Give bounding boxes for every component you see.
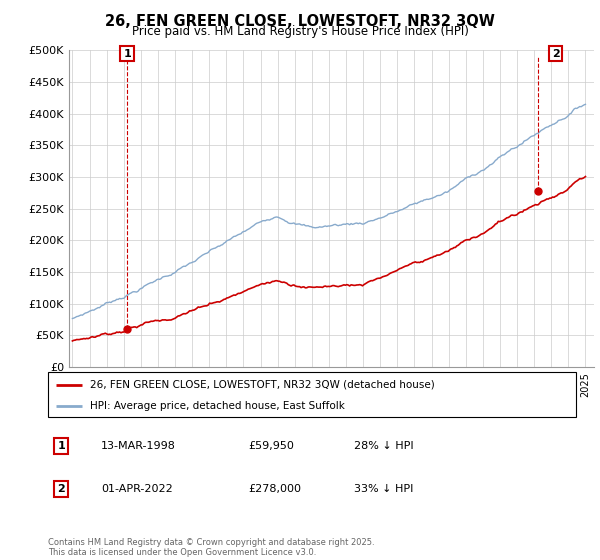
Text: 1: 1	[123, 49, 131, 59]
Text: Price paid vs. HM Land Registry's House Price Index (HPI): Price paid vs. HM Land Registry's House …	[131, 25, 469, 38]
Text: 26, FEN GREEN CLOSE, LOWESTOFT, NR32 3QW: 26, FEN GREEN CLOSE, LOWESTOFT, NR32 3QW	[105, 14, 495, 29]
Text: 2: 2	[551, 49, 559, 59]
Text: £59,950: £59,950	[248, 441, 295, 451]
Text: 2: 2	[58, 484, 65, 494]
Text: HPI: Average price, detached house, East Suffolk: HPI: Average price, detached house, East…	[90, 401, 345, 411]
Text: 26, FEN GREEN CLOSE, LOWESTOFT, NR32 3QW (detached house): 26, FEN GREEN CLOSE, LOWESTOFT, NR32 3QW…	[90, 380, 435, 390]
Text: 13-MAR-1998: 13-MAR-1998	[101, 441, 176, 451]
FancyBboxPatch shape	[48, 372, 576, 417]
Text: Contains HM Land Registry data © Crown copyright and database right 2025.
This d: Contains HM Land Registry data © Crown c…	[48, 538, 374, 557]
Text: 01-APR-2022: 01-APR-2022	[101, 484, 173, 494]
Text: 33% ↓ HPI: 33% ↓ HPI	[354, 484, 413, 494]
Text: 1: 1	[58, 441, 65, 451]
Text: 28% ↓ HPI: 28% ↓ HPI	[354, 441, 414, 451]
Text: £278,000: £278,000	[248, 484, 302, 494]
